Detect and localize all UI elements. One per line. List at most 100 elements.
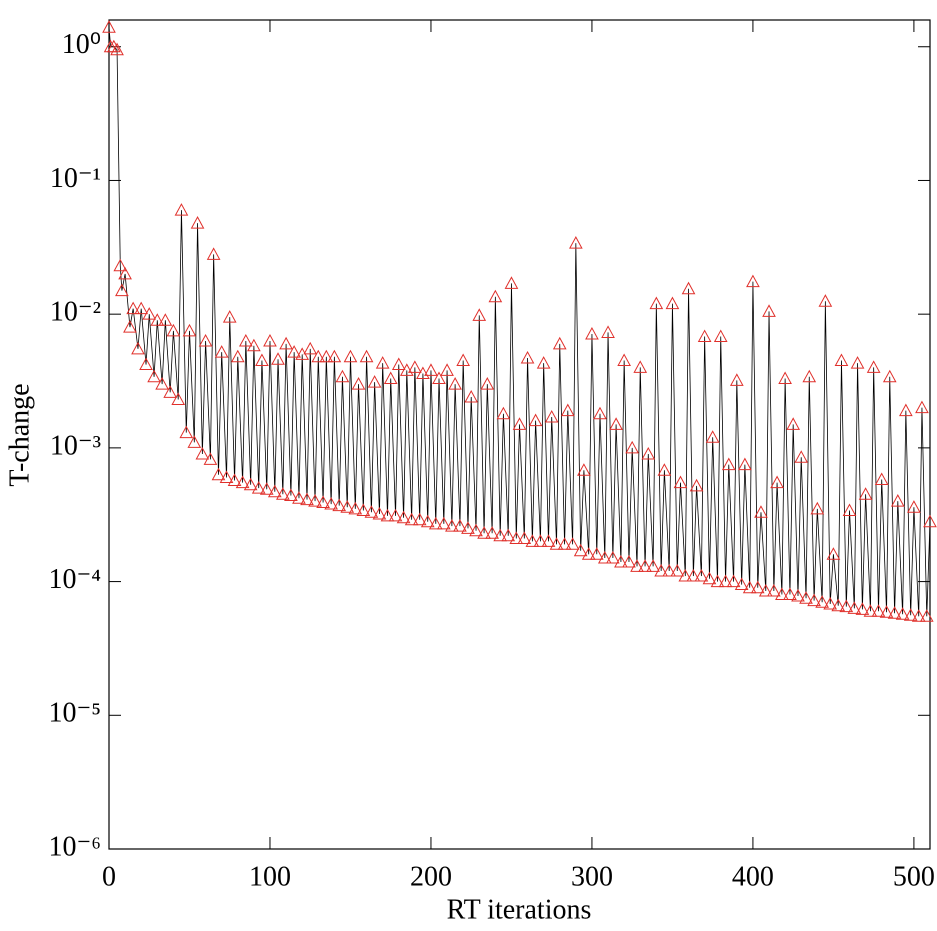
marker: [597, 550, 612, 564]
marker: [525, 534, 540, 547]
marker: [512, 417, 527, 430]
marker: [279, 336, 293, 350]
y-tick-label: 10⁰: [62, 29, 101, 60]
marker: [235, 475, 250, 489]
marker: [445, 519, 459, 532]
marker: [287, 345, 301, 358]
marker: [134, 301, 149, 315]
marker: [230, 349, 245, 363]
marker: [614, 554, 628, 568]
marker: [311, 349, 326, 363]
marker: [300, 492, 314, 506]
marker: [557, 537, 572, 550]
marker: [536, 356, 551, 369]
marker: [251, 481, 266, 494]
marker: [436, 516, 451, 530]
marker: [243, 477, 258, 491]
marker: [923, 514, 937, 528]
marker: [528, 413, 543, 427]
marker: [746, 274, 760, 288]
marker: [858, 487, 873, 500]
marker: [807, 593, 821, 607]
marker: [815, 595, 829, 608]
marker: [147, 369, 161, 383]
marker: [673, 475, 688, 489]
marker: [179, 425, 194, 439]
marker: [718, 574, 733, 588]
x-tick-label: 0: [102, 861, 116, 892]
marker: [589, 547, 604, 560]
marker: [874, 472, 889, 486]
marker: [742, 580, 757, 594]
marker: [560, 403, 575, 417]
marker: [778, 371, 792, 385]
marker: [332, 498, 347, 512]
y-tick-label: 10⁻⁶: [48, 831, 101, 862]
x-tick-label: 400: [732, 861, 774, 892]
marker: [541, 534, 556, 547]
marker: [705, 430, 720, 443]
marker: [713, 329, 728, 343]
y-tick-label: 10⁻⁵: [48, 698, 101, 729]
marker: [227, 473, 242, 487]
marker: [292, 491, 306, 504]
marker: [633, 360, 648, 373]
marker: [461, 521, 475, 534]
marker: [187, 435, 202, 448]
marker: [710, 574, 725, 588]
marker: [577, 463, 591, 476]
marker: [786, 417, 801, 430]
marker: [847, 601, 862, 614]
marker: [729, 373, 744, 386]
marker: [649, 296, 664, 310]
marker: [573, 543, 588, 557]
marker: [219, 470, 234, 484]
marker: [866, 360, 881, 373]
marker: [464, 389, 479, 403]
marker: [118, 266, 132, 280]
y-tick-label: 10⁻⁴: [48, 564, 101, 595]
marker: [662, 563, 677, 577]
marker: [617, 353, 631, 367]
marker: [842, 503, 857, 517]
marker: [142, 307, 157, 320]
marker: [158, 313, 173, 326]
marker: [831, 598, 846, 612]
x-tick-label: 300: [571, 861, 613, 892]
marker: [834, 353, 849, 367]
y-tick-label: 10⁻²: [50, 297, 101, 328]
marker: [155, 377, 169, 390]
marker: [794, 450, 809, 463]
marker: [477, 526, 491, 539]
marker: [517, 531, 532, 544]
marker: [267, 484, 282, 498]
marker: [440, 363, 454, 376]
marker: [163, 385, 178, 398]
marker: [488, 289, 503, 303]
marker: [106, 39, 121, 53]
marker: [850, 356, 865, 369]
marker: [255, 353, 269, 367]
marker: [404, 512, 419, 526]
marker: [432, 371, 446, 385]
marker: [359, 349, 374, 363]
marker: [585, 327, 599, 340]
marker: [654, 563, 669, 577]
marker: [238, 333, 253, 347]
marker: [762, 304, 776, 317]
marker: [887, 606, 902, 619]
marker: [767, 583, 781, 597]
marker: [102, 20, 116, 33]
marker: [139, 357, 153, 371]
marker: [324, 497, 338, 510]
marker: [501, 528, 516, 542]
marker: [214, 345, 229, 358]
marker: [469, 523, 483, 537]
x-tick-label: 100: [249, 861, 291, 892]
marker: [375, 356, 390, 369]
marker: [549, 537, 564, 550]
marker: [678, 569, 693, 582]
y-tick-label: 10⁻¹: [50, 163, 101, 194]
marker: [456, 353, 470, 367]
